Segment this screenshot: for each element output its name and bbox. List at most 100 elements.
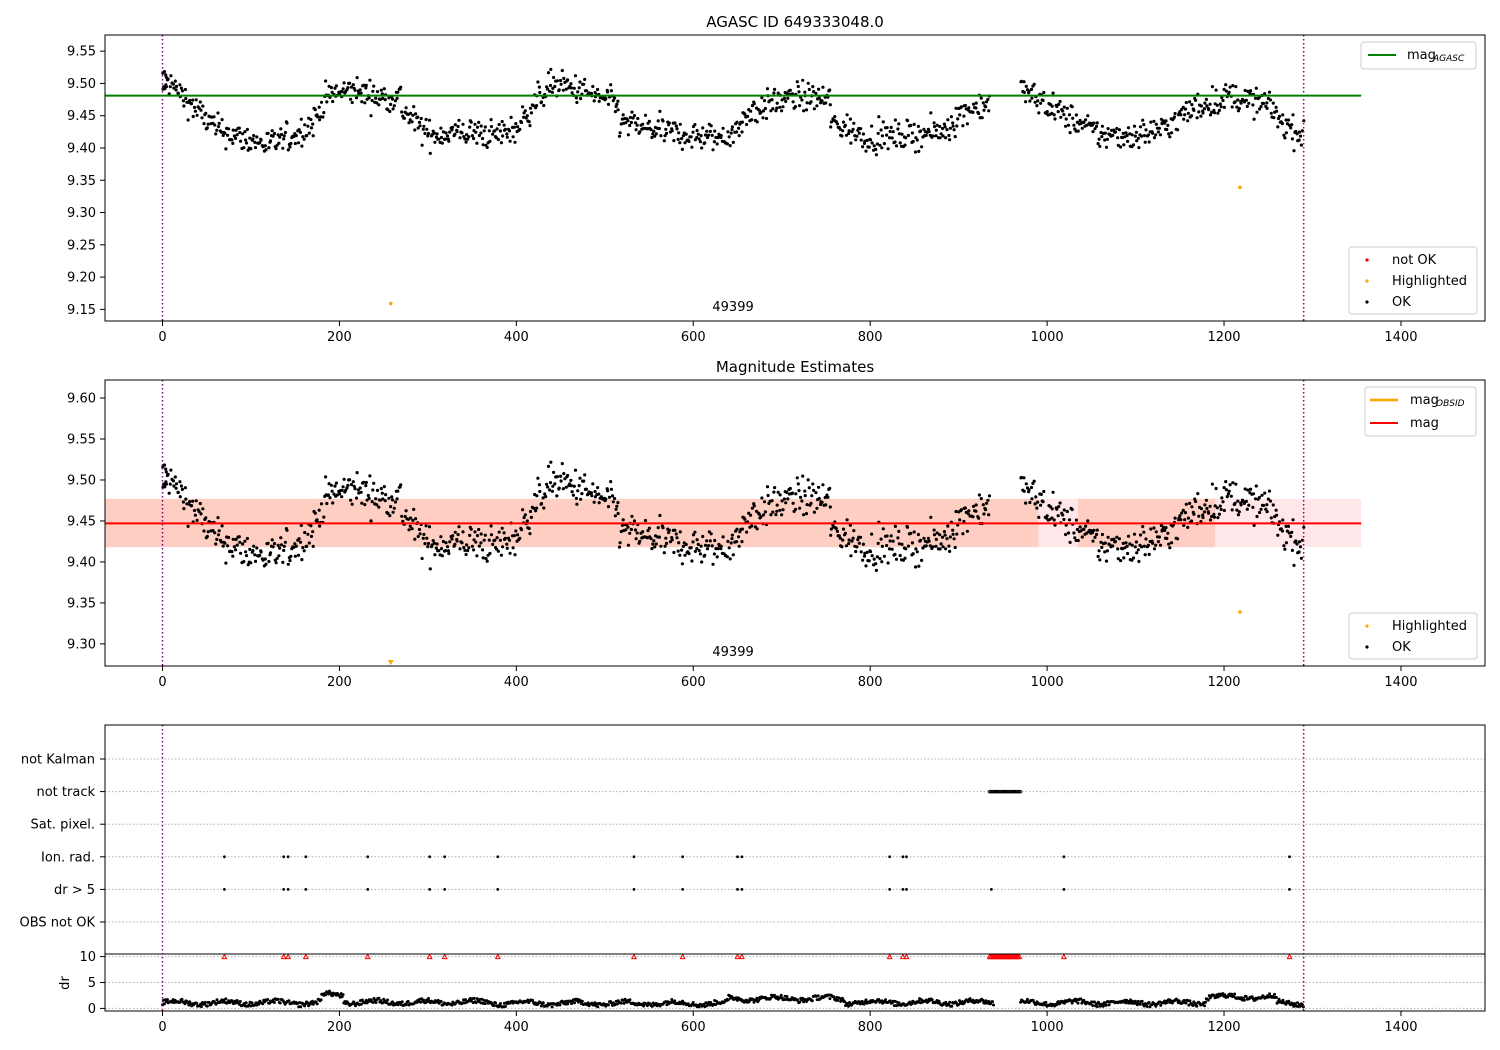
- data-point: [253, 146, 258, 150]
- data-point: [841, 120, 846, 124]
- data-point: [289, 141, 293, 146]
- data-point: [1294, 539, 1298, 543]
- data-point: [654, 132, 658, 136]
- data-point: [674, 124, 678, 128]
- legend-label-mag-obsid: mag: [1410, 393, 1439, 408]
- data-point: [584, 89, 589, 93]
- data-point: [803, 494, 807, 498]
- data-point: [1159, 523, 1163, 528]
- data-point: [234, 537, 238, 542]
- data-point: [1258, 510, 1262, 515]
- data-point: [1286, 118, 1291, 122]
- data-point: [677, 541, 681, 545]
- ion-rad-flag: [736, 855, 739, 859]
- data-point: [263, 144, 267, 148]
- x-tick-label: 0: [158, 1020, 166, 1035]
- data-point: [958, 518, 962, 522]
- data-point: [952, 537, 956, 541]
- data-point: [812, 510, 817, 514]
- dr-point: [238, 1000, 242, 1003]
- dr-over-range-marker: [734, 953, 741, 960]
- data-point: [652, 539, 656, 543]
- data-point: [1215, 103, 1219, 107]
- data-point: [360, 501, 364, 505]
- data-point: [334, 84, 338, 88]
- data-point: [489, 533, 494, 537]
- dr-tick-label: 5: [88, 976, 96, 991]
- data-point: [516, 125, 520, 129]
- data-point: [845, 113, 849, 117]
- data-point: [903, 556, 907, 560]
- data-point: [880, 146, 884, 150]
- data-point: [913, 150, 918, 154]
- data-point: [546, 464, 551, 468]
- data-point: [680, 562, 685, 566]
- dr-gt5-flag: [740, 888, 744, 891]
- data-point: [447, 551, 451, 556]
- data-point: [1242, 501, 1246, 505]
- data-point: [684, 542, 688, 547]
- data-point: [1062, 517, 1066, 522]
- data-point: [817, 96, 821, 100]
- data-point: [680, 137, 684, 141]
- data-point: [325, 501, 329, 506]
- data-point: [987, 513, 991, 517]
- data-point: [1135, 139, 1139, 143]
- data-point: [1192, 108, 1196, 112]
- data-point: [661, 119, 665, 123]
- data-point: [772, 91, 776, 95]
- data-point: [951, 528, 955, 532]
- data-point: [570, 91, 574, 95]
- data-point: [162, 70, 167, 74]
- data-point: [528, 532, 532, 536]
- data-point: [1165, 127, 1169, 132]
- data-point: [288, 145, 292, 149]
- data-point: [1124, 131, 1128, 135]
- data-point: [351, 83, 355, 87]
- y-tick-label: 9.55: [67, 433, 96, 448]
- data-point: [624, 121, 628, 125]
- data-point: [693, 549, 698, 554]
- data-point: [835, 529, 840, 534]
- data-point: [179, 484, 183, 488]
- data-point: [204, 516, 208, 520]
- data-point: [340, 488, 344, 492]
- data-point: [584, 487, 589, 491]
- data-point: [763, 510, 768, 514]
- data-point: [248, 547, 252, 552]
- data-point: [382, 485, 386, 489]
- data-point: [636, 116, 640, 121]
- data-point: [1265, 510, 1269, 514]
- data-point: [514, 122, 518, 126]
- dr-gt5-flag: [496, 888, 500, 891]
- data-point: [678, 530, 682, 534]
- ion-rad-flag: [632, 855, 636, 859]
- data-point: [1036, 99, 1040, 103]
- data-point: [527, 526, 531, 531]
- data-point: [650, 135, 654, 140]
- data-point: [176, 490, 180, 495]
- data-point: [258, 553, 262, 557]
- data-point: [1167, 132, 1171, 136]
- dr-point: [235, 999, 239, 1003]
- data-point: [282, 544, 286, 548]
- data-point: [961, 532, 965, 536]
- dr-point: [474, 1001, 478, 1005]
- data-point: [342, 477, 346, 481]
- data-point: [279, 543, 284, 547]
- data-point: [1186, 516, 1190, 520]
- data-point: [297, 537, 301, 541]
- data-point: [1149, 120, 1153, 124]
- data-point: [557, 486, 561, 490]
- data-point: [243, 130, 247, 134]
- y-tick-label: 9.45: [67, 109, 96, 124]
- data-point: [1095, 528, 1099, 532]
- data-point: [874, 147, 878, 151]
- data-point: [1071, 116, 1075, 120]
- data-point: [467, 546, 471, 550]
- data-point: [574, 496, 579, 500]
- data-point: [920, 145, 924, 149]
- data-point: [214, 132, 218, 136]
- data-point: [1098, 558, 1102, 562]
- data-point: [1099, 130, 1103, 135]
